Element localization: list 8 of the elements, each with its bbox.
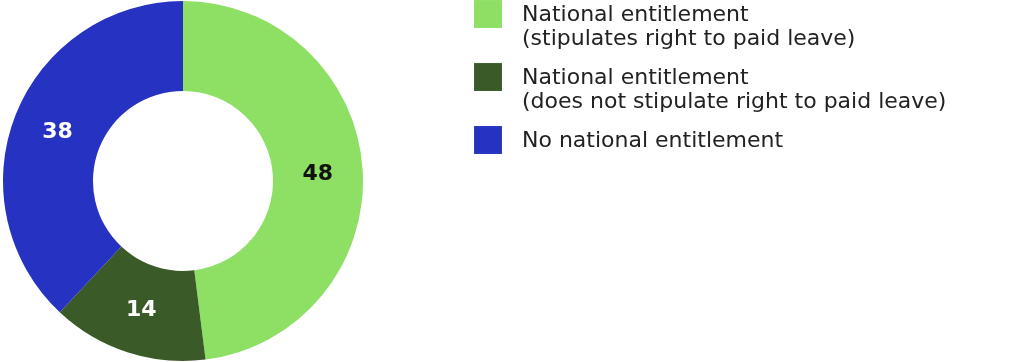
legend-label: National entitlement (stipulates right to paid leave) [522,1,856,50]
data-label: 38 [42,118,73,144]
donut-slice [183,1,363,360]
legend-label: National entitlement (does not stipulate right to paid leave) [522,64,947,113]
donut-slice [59,246,206,361]
data-label: 14 [125,296,157,322]
legend-label: No national entitlement [522,127,784,152]
data-label: 48 [302,159,334,185]
